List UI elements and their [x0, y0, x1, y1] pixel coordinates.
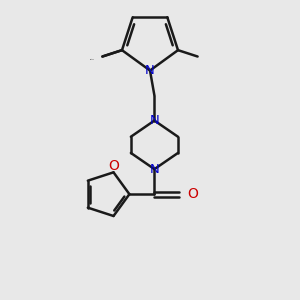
- Text: N: N: [145, 64, 155, 77]
- Text: N: N: [149, 163, 159, 176]
- Text: O: O: [187, 187, 198, 201]
- Text: methyl: methyl: [90, 59, 95, 60]
- Text: O: O: [108, 159, 119, 173]
- Text: N: N: [149, 114, 159, 127]
- Text: methyl: methyl: [104, 55, 109, 56]
